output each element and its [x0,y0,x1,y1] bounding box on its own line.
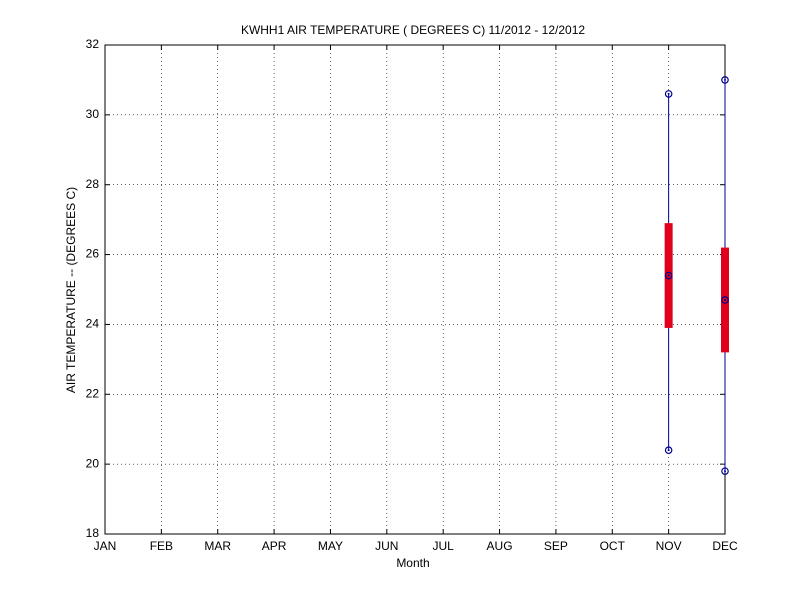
point-marker [721,76,729,84]
y-axis-label: AIR TEMPERATURE -- (DEGREES C) [64,187,78,393]
x-tick-label: JUL [433,539,455,553]
point-marker [664,271,673,280]
y-tick-label: 18 [86,526,100,540]
y-tick-label: 24 [86,317,100,331]
x-tick-label: NOV [656,539,682,553]
point-dot [667,449,670,452]
x-tick-label: APR [262,539,287,553]
point-marker [721,296,729,304]
x-tick-label: MAY [318,539,343,553]
y-tick-label: 32 [86,37,100,51]
x-tick-label: AUG [487,539,513,553]
chart-title: KWHH1 AIR TEMPERATURE ( DEGREES C) 11/20… [241,23,585,37]
x-axis-label: Month [396,556,429,570]
x-tick-label: OCT [600,539,626,553]
y-tick-label: 22 [86,386,100,400]
x-tick-label: FEB [150,539,173,553]
x-tick-label: MAR [204,539,231,553]
point-dot [724,470,726,473]
point-dot [667,92,670,95]
point-dot [724,298,726,301]
point-dot [667,274,670,277]
y-tick-label: 30 [86,107,100,121]
y-tick-label: 26 [86,247,100,261]
point-dot [724,78,726,81]
y-tick-label: 28 [86,177,100,191]
x-tick-label: JUN [375,539,398,553]
point-marker [664,90,673,98]
x-tick-label: JAN [94,539,117,553]
x-tick-label: DEC [712,539,738,553]
x-tick-label: SEP [544,539,568,553]
point-marker [664,446,673,454]
point-marker [721,467,729,475]
y-tick-label: 20 [86,456,100,470]
